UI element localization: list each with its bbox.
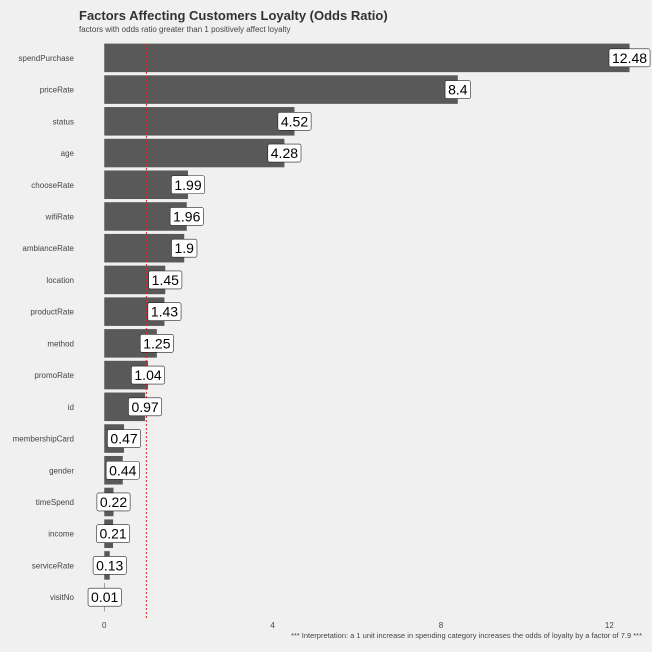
value-label-serviceRate: 0.13	[92, 556, 127, 575]
value-box-spendPurchase	[608, 48, 651, 68]
value-label-location: 1.45	[148, 270, 183, 290]
value-label-wifiRate: 1.96	[169, 207, 204, 226]
category-label-visitNo: visitNo	[50, 593, 75, 602]
value-label-timeSpend: 0.22	[96, 492, 131, 512]
bar-priceRate	[104, 75, 458, 104]
value-box-serviceRate	[92, 556, 127, 575]
x-tick-label: 8	[439, 621, 444, 630]
value-box-chooseRate	[171, 175, 205, 195]
value-label-chooseRate: 1.99	[171, 175, 205, 195]
value-box-status	[277, 112, 312, 131]
x-axis-ticks: 0 4 8 12	[102, 621, 614, 630]
value-box-gender	[105, 460, 140, 480]
value-text-wifiRate: 1.96	[173, 208, 200, 224]
value-text-age: 4.28	[271, 145, 298, 161]
value-box-age	[267, 143, 302, 163]
category-label-promoRate: promoRate	[34, 371, 74, 380]
category-label-ambianceRate: ambianceRate	[22, 244, 74, 253]
category-label-income: income	[48, 530, 74, 539]
value-text-gender: 0.44	[109, 462, 136, 478]
bar-spendPurchase	[104, 43, 630, 73]
value-label-age: 4.28	[267, 143, 302, 163]
value-box-method	[139, 334, 174, 353]
bar-status	[104, 107, 295, 136]
value-label-id: 0.97	[128, 397, 163, 417]
value-box-location	[148, 270, 183, 290]
value-box-productRate	[147, 302, 182, 321]
value-text-income: 0.21	[99, 526, 126, 542]
chart-subtitle: factors with odds ratio greater than 1 p…	[79, 25, 291, 34]
value-label-gender: 0.44	[105, 460, 140, 480]
value-label-priceRate: 8.4	[444, 80, 471, 99]
value-box-ambianceRate	[171, 238, 198, 258]
value-label-productRate: 1.43	[147, 302, 182, 321]
x-tick-label: 0	[102, 621, 107, 630]
value-text-productRate: 1.43	[151, 304, 178, 320]
value-text-spendPurchase: 12.48	[612, 50, 647, 66]
value-box-promoRate	[131, 365, 165, 385]
category-label-status: status	[53, 117, 74, 126]
chart-title: Factors Affecting Customers Loyalty (Odd…	[79, 8, 388, 23]
value-label-visitNo: 0.01	[87, 587, 122, 607]
value-box-wifiRate	[169, 207, 204, 226]
x-tick-label: 4	[270, 621, 275, 630]
value-text-ambianceRate: 1.9	[174, 240, 194, 256]
value-label-membershipCard: 0.47	[107, 429, 141, 448]
value-label-spendPurchase: 12.48	[608, 48, 651, 68]
category-label-productRate: productRate	[30, 308, 74, 317]
bar-ambianceRate	[104, 233, 185, 263]
category-label-method: method	[47, 339, 74, 348]
value-label-method: 1.25	[139, 334, 174, 353]
category-labels: spendPurchase priceRate status age chooseRat…	[13, 54, 75, 602]
value-text-priceRate: 8.4	[448, 82, 468, 98]
value-box-membershipCard	[107, 429, 141, 448]
category-label-chooseRate: chooseRate	[31, 181, 74, 190]
value-box-visitNo	[87, 587, 122, 607]
value-label-income: 0.21	[96, 524, 131, 543]
value-label-promoRate: 1.04	[131, 365, 165, 385]
value-text-visitNo: 0.01	[91, 589, 118, 605]
category-label-spendPurchase: spendPurchase	[18, 54, 74, 63]
value-box-id	[128, 397, 163, 417]
value-text-timeSpend: 0.22	[100, 494, 127, 510]
value-text-chooseRate: 1.99	[174, 177, 201, 193]
chart-caption: *** Interpretation: a 1 unit increase in…	[290, 631, 642, 640]
category-label-gender: gender	[49, 466, 74, 475]
category-label-age: age	[61, 149, 75, 158]
value-text-serviceRate: 0.13	[96, 557, 123, 573]
bar-age	[104, 138, 285, 168]
value-label-ambianceRate: 1.9	[171, 238, 198, 258]
value-text-status: 4.52	[281, 113, 308, 129]
category-label-membershipCard: membershipCard	[13, 435, 74, 444]
value-text-promoRate: 1.04	[134, 367, 161, 383]
category-label-id: id	[68, 403, 74, 412]
value-labels: 12.48 8.4 4.52 4.28 1.99 1.96 1.9 1.45 1.43 1.25 1…	[87, 48, 651, 607]
category-label-wifiRate: wifiRate	[45, 212, 75, 221]
value-label-status: 4.52	[277, 112, 312, 131]
category-label-location: location	[46, 276, 74, 285]
category-label-timeSpend: timeSpend	[36, 498, 74, 507]
category-label-serviceRate: serviceRate	[32, 561, 75, 570]
value-text-method: 1.25	[143, 335, 170, 351]
value-text-location: 1.45	[152, 272, 179, 288]
value-box-priceRate	[444, 80, 471, 99]
value-text-id: 0.97	[131, 399, 158, 415]
x-tick-label: 12	[605, 621, 614, 630]
value-box-timeSpend	[96, 492, 131, 512]
value-box-income	[96, 524, 131, 543]
bars-layer	[104, 43, 630, 612]
category-label-priceRate: priceRate	[40, 86, 75, 95]
value-text-membershipCard: 0.47	[110, 431, 137, 447]
